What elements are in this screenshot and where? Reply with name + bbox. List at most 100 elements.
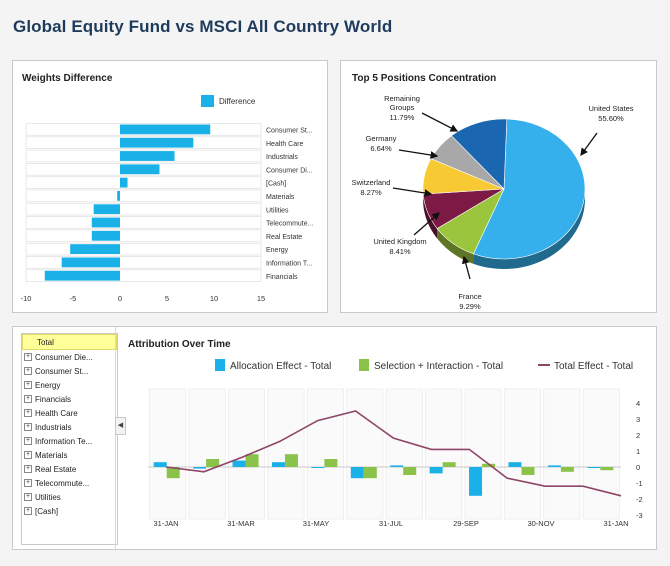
allocation-bar (390, 465, 404, 467)
expand-icon[interactable]: + (24, 493, 32, 501)
x-tick-label: 31-JUL (379, 519, 403, 528)
total-effect-line (165, 410, 622, 497)
y-tick-label: -2 (636, 495, 643, 504)
expand-icon[interactable]: + (24, 465, 32, 473)
tree-item-total[interactable]: Total (22, 334, 117, 350)
y-tick-label: 2 (636, 431, 640, 440)
category-label: Health Care (266, 141, 303, 148)
x-tick-label: 10 (210, 294, 218, 303)
tree-item[interactable]: + Real Estate (22, 462, 117, 476)
period-band (503, 388, 541, 520)
y-tick-label: -1 (636, 479, 643, 488)
category-label: Energy (266, 247, 289, 254)
slice-leader (421, 112, 459, 132)
weights-difference-title: Weights Difference (22, 73, 113, 84)
tree-item[interactable]: + Utilities (22, 490, 117, 504)
y-tick-label: 4 (636, 399, 640, 408)
selection-bar (560, 467, 574, 472)
tree-item[interactable]: + Consumer St... (22, 364, 117, 378)
tree-item[interactable]: + [Cash] (22, 504, 117, 518)
difference-bar (120, 124, 211, 135)
category-label: Real Estate (266, 234, 302, 241)
y-tick-label: 0 (636, 463, 640, 472)
allocation-bar (311, 467, 325, 468)
expand-icon[interactable]: + (24, 423, 32, 431)
difference-bar (120, 151, 175, 161)
difference-bar (117, 191, 120, 201)
category-label: Information T... (266, 261, 312, 268)
collapse-tree-button[interactable]: ◀ (115, 417, 126, 435)
slice-label: Germany (366, 134, 397, 143)
expand-icon[interactable]: + (24, 353, 32, 361)
x-tick-label: 31-JAN (603, 519, 628, 528)
tree-item[interactable]: + Financials (22, 392, 117, 406)
sector-tree: Total + Consumer Die... + Consumer St... + En… (21, 333, 118, 545)
period-band (228, 388, 266, 520)
difference-bar (120, 177, 128, 188)
panel-splitter[interactable] (115, 327, 116, 551)
tree-item[interactable]: + Consumer Die... (22, 350, 117, 364)
period-band (149, 388, 187, 520)
pie-slice-side (473, 189, 585, 269)
category-label: Telecommute... (266, 221, 314, 228)
difference-bar (61, 257, 120, 268)
allocation-bar (429, 467, 443, 474)
row-band (25, 269, 262, 283)
x-tick-label: -5 (70, 294, 77, 303)
allocation-bar (193, 467, 207, 469)
selection-bar (206, 459, 220, 467)
row-band (25, 216, 262, 229)
tree-item-label: Financials (35, 394, 72, 404)
selection-bar (521, 467, 535, 475)
tree-item[interactable]: + Materials (22, 448, 117, 462)
legend-swatch (359, 359, 369, 371)
allocation-bar (271, 462, 285, 467)
period-band (543, 388, 581, 520)
x-tick-label: 31-MAR (227, 519, 255, 528)
allocation-bar (469, 467, 483, 496)
slice-leader (461, 255, 471, 280)
tree-item[interactable]: + Health Care (22, 406, 117, 420)
category-label: Materials (266, 194, 295, 201)
y-tick-label: 3 (636, 415, 640, 424)
difference-bar (70, 244, 120, 254)
period-band (464, 388, 502, 520)
row-band (25, 189, 262, 203)
tree-item-label: Energy (35, 380, 61, 390)
selection-bar (166, 467, 180, 479)
period-band (385, 388, 423, 520)
tree-item[interactable]: + Industrials (22, 420, 117, 434)
category-label: Consumer St... (266, 128, 313, 135)
expand-icon[interactable]: + (24, 395, 32, 403)
tree-item-label: Telecommute... (35, 478, 90, 488)
slice-label: France (458, 292, 481, 301)
expand-icon[interactable]: + (24, 381, 32, 389)
x-tick-label: 29-SEP (453, 519, 479, 528)
x-tick-label: 30-NOV (527, 519, 554, 528)
expand-icon[interactable]: + (24, 437, 32, 445)
pie-slice (473, 118, 586, 260)
attribution-panel: Total + Consumer Die... + Consumer St... + En… (12, 326, 657, 551)
positions-concentration-title: Top 5 Positions Concentration (352, 73, 497, 84)
x-tick-label: -10 (21, 294, 32, 303)
slice-leader (392, 187, 433, 197)
tree-item[interactable]: + Telecommute... (22, 476, 117, 490)
expand-icon[interactable]: + (24, 451, 32, 459)
expand-icon[interactable]: + (24, 479, 32, 487)
x-tick-label: 0 (118, 294, 122, 303)
slice-percent: 8.41% (389, 247, 411, 256)
slice-percent: 11.79% (390, 113, 415, 122)
expand-icon[interactable]: + (24, 367, 32, 375)
expand-icon[interactable]: + (24, 507, 32, 515)
pie-slice-side (423, 194, 438, 239)
selection-bar (324, 459, 338, 467)
tree-item[interactable]: + Energy (22, 378, 117, 392)
difference-bar (44, 270, 120, 281)
expand-icon[interactable]: + (24, 409, 32, 417)
slice-label: Groups (390, 103, 415, 112)
tree-item[interactable]: + Information Te... (22, 434, 117, 448)
selection-bar (442, 462, 456, 467)
legend-label: Selection + Interaction - Total (374, 361, 503, 372)
slice-leader (413, 212, 440, 236)
legend-swatch (215, 359, 225, 371)
